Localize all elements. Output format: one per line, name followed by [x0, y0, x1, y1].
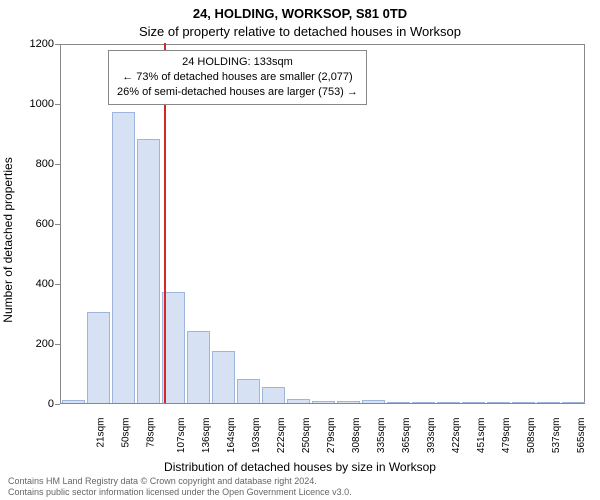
y-tick-label: 1000	[14, 98, 54, 110]
histogram-bar	[462, 402, 485, 403]
histogram-plot: 020040060080010001200 21sqm50sqm78sqm107…	[60, 44, 585, 404]
y-axis-label: Number of detached properties	[1, 157, 15, 322]
x-tick-label: 279sqm	[326, 418, 337, 454]
histogram-bar	[437, 402, 460, 403]
annotation-line3: 26% of semi-detached houses are larger (…	[117, 85, 358, 100]
histogram-bar	[212, 351, 235, 404]
y-tick-label: 600	[14, 218, 54, 230]
chart-container: 24, HOLDING, WORKSOP, S81 0TD Size of pr…	[0, 0, 600, 500]
histogram-bar	[112, 112, 135, 403]
histogram-bar	[387, 402, 410, 403]
histogram-bar	[362, 400, 385, 403]
footer-line2: Contains public sector information licen…	[8, 487, 352, 497]
y-tick-label: 200	[14, 338, 54, 350]
x-tick-label: 50sqm	[120, 418, 131, 448]
x-tick-label: 107sqm	[176, 418, 187, 454]
x-tick-label: 365sqm	[401, 418, 412, 454]
x-tick-label: 78sqm	[145, 418, 156, 448]
footer-line1: Contains HM Land Registry data © Crown c…	[8, 476, 317, 486]
x-tick-label: 308sqm	[351, 418, 362, 454]
x-tick-label: 451sqm	[476, 418, 487, 454]
x-tick-label: 250sqm	[301, 418, 312, 454]
histogram-bar	[412, 402, 435, 403]
x-tick-label: 479sqm	[501, 418, 512, 454]
y-tick-label: 1200	[14, 38, 54, 50]
histogram-bar	[537, 402, 560, 403]
page-subtitle: Size of property relative to detached ho…	[0, 24, 600, 39]
x-tick-label: 335sqm	[376, 418, 387, 454]
y-tick-label: 400	[14, 278, 54, 290]
x-tick-label: 21sqm	[95, 418, 106, 448]
x-tick-label: 422sqm	[451, 418, 462, 454]
y-tick-label: 800	[14, 158, 54, 170]
histogram-bar	[137, 139, 160, 403]
x-tick-label: 193sqm	[251, 418, 262, 454]
histogram-bar	[62, 400, 85, 403]
histogram-bar	[512, 402, 535, 403]
footer: Contains HM Land Registry data © Crown c…	[8, 476, 352, 498]
histogram-bar	[162, 292, 185, 403]
histogram-bar	[262, 387, 285, 404]
x-tick-label: 136sqm	[201, 418, 212, 454]
histogram-bar	[187, 331, 210, 403]
histogram-bar	[312, 401, 335, 403]
histogram-bar	[562, 402, 585, 403]
annotation-box: 24 HOLDING: 133sqm ← 73% of detached hou…	[108, 50, 367, 105]
histogram-bar	[87, 312, 110, 404]
annotation-line2: ← 73% of detached houses are smaller (2,…	[117, 70, 358, 85]
histogram-bar	[287, 399, 310, 403]
x-tick-label: 565sqm	[576, 418, 587, 454]
x-tick-label: 164sqm	[226, 418, 237, 454]
annotation-line1: 24 HOLDING: 133sqm	[117, 55, 358, 70]
histogram-bar	[337, 401, 360, 403]
histogram-bar	[487, 402, 510, 403]
x-tick-label: 222sqm	[276, 418, 287, 454]
page-title: 24, HOLDING, WORKSOP, S81 0TD	[0, 6, 600, 21]
x-axis-label: Distribution of detached houses by size …	[0, 460, 600, 474]
y-tick-label: 0	[14, 398, 54, 410]
histogram-bar	[237, 379, 260, 403]
x-tick-label: 393sqm	[426, 418, 437, 454]
x-tick-label: 537sqm	[551, 418, 562, 454]
x-tick-label: 508sqm	[526, 418, 537, 454]
